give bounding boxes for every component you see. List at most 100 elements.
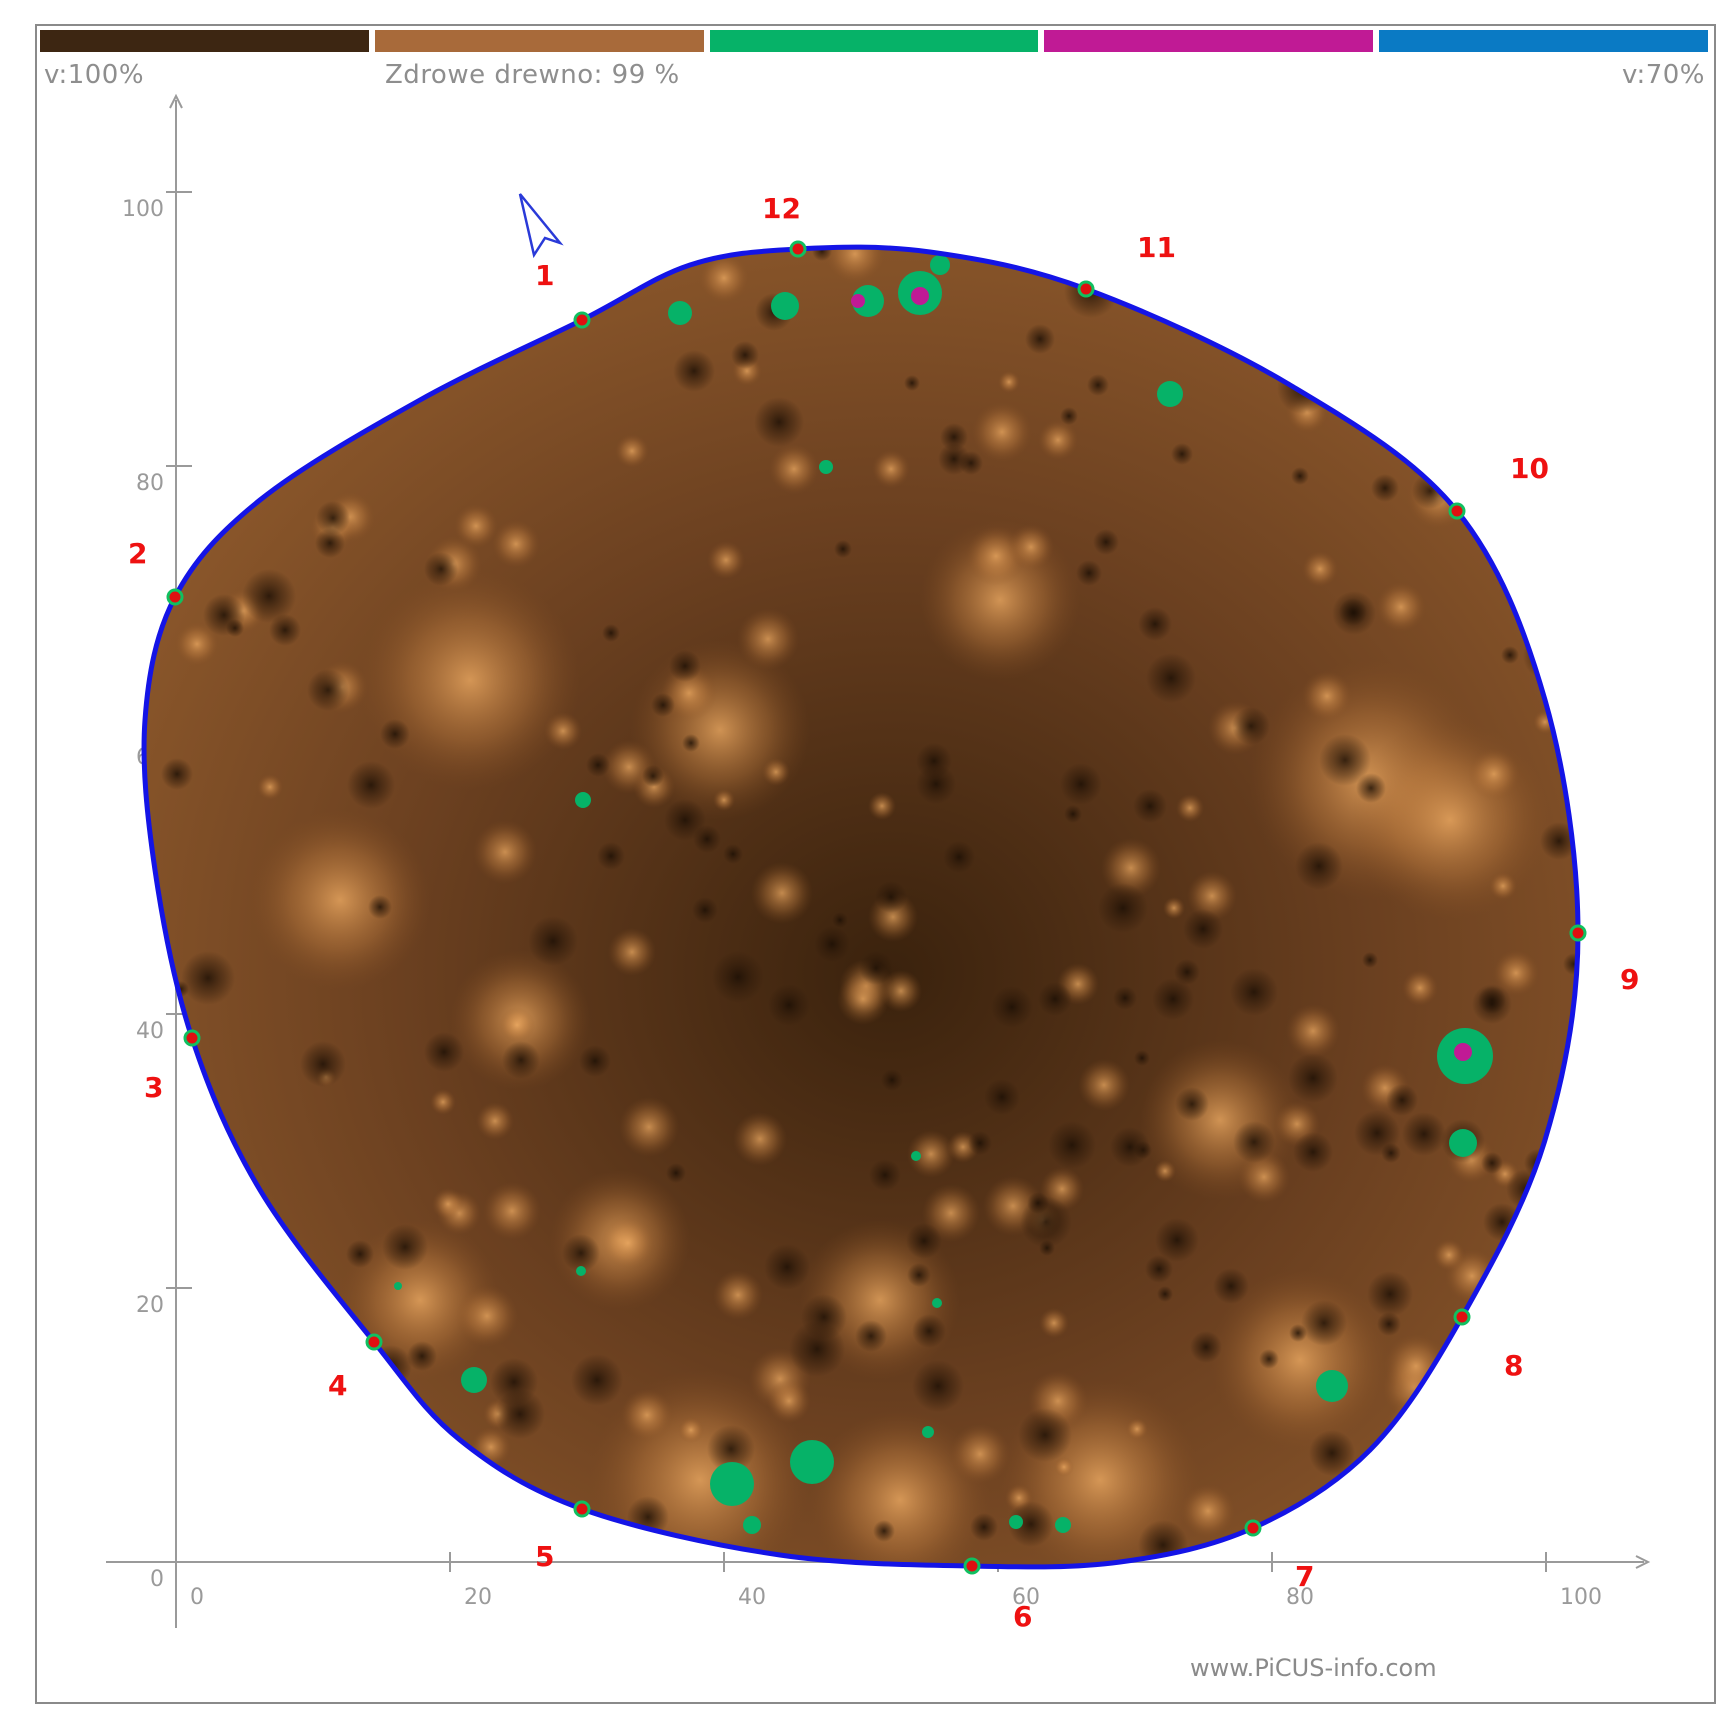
- dark-spot: [1356, 773, 1386, 803]
- healthy-wood-label: Zdrowe drewno: 99 %: [385, 60, 680, 90]
- bright-spot: [1433, 304, 1469, 340]
- sensor-point: [1077, 280, 1095, 298]
- dark-spot: [597, 842, 625, 870]
- dark-spot: [904, 375, 920, 391]
- bright-spot: [454, 504, 498, 548]
- legend-swatch-green: [709, 30, 1039, 52]
- bright-spot: [1054, 1457, 1074, 1477]
- sensor-point: [573, 311, 591, 329]
- dark-spot: [436, 282, 458, 304]
- dark-spot: [754, 397, 804, 447]
- dark-spot: [1295, 842, 1343, 890]
- bright-spot: [737, 608, 799, 670]
- y-axis-arrowhead: [169, 93, 183, 109]
- bright-spot: [304, 352, 324, 372]
- dark-spot: [970, 1513, 998, 1541]
- bright-spot: [544, 712, 582, 750]
- dark-spot: [1175, 1087, 1209, 1121]
- sensor-label: 5: [535, 1540, 554, 1573]
- bright-spot: [872, 450, 910, 488]
- dark-spot: [562, 1234, 600, 1272]
- green-anomaly: [1316, 1370, 1348, 1402]
- dark-spot: [832, 912, 848, 928]
- dark-spot: [439, 317, 481, 359]
- bright-spot: [601, 1216, 655, 1270]
- dark-spot: [651, 693, 675, 717]
- bright-spot: [922, 1184, 980, 1242]
- footer-watermark: www.PiCUS-info.com: [1190, 1654, 1437, 1682]
- dark-spot: [991, 986, 1033, 1028]
- dark-spot: [382, 1224, 428, 1270]
- sensor-label: 1: [535, 259, 554, 292]
- bright-spot: [209, 1241, 259, 1291]
- green-anomaly: [932, 1298, 942, 1308]
- dark-spot: [1377, 1312, 1401, 1336]
- dark-spot: [814, 926, 850, 962]
- dark-spot: [495, 1389, 545, 1439]
- dark-spot: [1060, 763, 1102, 805]
- legend-swatch-blue: [1379, 30, 1708, 52]
- sensor-label: 11: [1137, 231, 1176, 264]
- dark-spot: [1324, 293, 1350, 319]
- dark-spot: [906, 1223, 942, 1259]
- sensor-label: 2: [128, 537, 147, 570]
- dark-spot: [1064, 805, 1082, 823]
- dark-spot: [881, 1069, 903, 1091]
- sensor-label: 6: [1013, 1600, 1032, 1633]
- y-tick-label: 40: [136, 1019, 164, 1044]
- dark-spot: [571, 1354, 623, 1406]
- sensor-point: [166, 588, 184, 606]
- dark-spot: [167, 1433, 211, 1477]
- bright-spot: [239, 1242, 295, 1298]
- dark-spot: [1540, 822, 1578, 860]
- bright-spot: [144, 1449, 176, 1481]
- magenta-anomaly: [911, 287, 929, 305]
- bright-spot: [733, 1112, 787, 1166]
- bright-spot: [280, 1431, 336, 1487]
- bright-spot: [432, 1188, 464, 1220]
- bright-spot: [837, 973, 889, 1025]
- dark-spot: [579, 1045, 611, 1077]
- bright-spot: [386, 337, 418, 369]
- bright-spot: [699, 253, 749, 303]
- bright-spot: [621, 1389, 673, 1441]
- trunk-cross-section: [141, 244, 1581, 1570]
- dark-spot: [1076, 560, 1102, 586]
- dark-spot: [673, 350, 715, 392]
- dark-spot: [398, 1503, 450, 1555]
- dark-spot: [1472, 984, 1512, 1024]
- sensor-point: [183, 1029, 201, 1047]
- dark-spot: [1367, 1271, 1413, 1317]
- dark-spot: [1319, 734, 1371, 786]
- dark-spot: [875, 881, 907, 913]
- dark-spot: [682, 734, 700, 752]
- sensor-label: 7: [1295, 1560, 1314, 1593]
- dark-spot: [1134, 1050, 1150, 1066]
- bright-spot: [1489, 872, 1517, 900]
- dark-spot: [1332, 591, 1376, 635]
- dark-spot: [1291, 467, 1309, 485]
- bright-spot: [678, 1417, 704, 1443]
- dark-spot: [1093, 529, 1119, 555]
- dark-spot: [1025, 324, 1055, 354]
- dark-spot: [380, 719, 410, 749]
- green-anomaly: [576, 1266, 586, 1276]
- dark-spot: [425, 272, 459, 306]
- dark-spot: [968, 1131, 992, 1155]
- dark-spot: [269, 614, 301, 646]
- bright-spot: [1187, 871, 1237, 921]
- green-anomaly: [1449, 1129, 1477, 1157]
- sensor-point: [789, 240, 807, 258]
- dark-spot: [1213, 1268, 1249, 1304]
- sensor-point: [963, 1557, 981, 1575]
- dark-spot: [1440, 300, 1486, 346]
- dark-spot: [1412, 473, 1448, 509]
- dark-spot: [346, 1240, 374, 1268]
- green-anomaly: [771, 292, 799, 320]
- dark-spot: [150, 520, 190, 560]
- dark-spot: [161, 758, 193, 790]
- bright-spot: [707, 541, 745, 579]
- green-anomaly: [819, 460, 833, 474]
- sensor-point: [365, 1333, 383, 1351]
- dark-spot: [873, 1520, 895, 1542]
